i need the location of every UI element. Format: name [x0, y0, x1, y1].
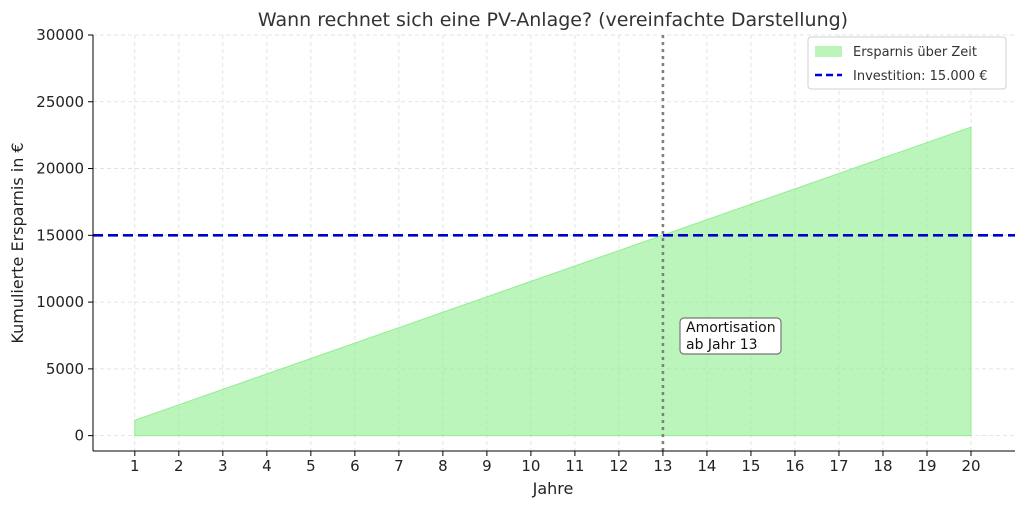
legend-entry-investment: Investition: 15.000 € — [853, 69, 988, 84]
y-tick-label-10000: 10000 — [36, 293, 84, 311]
y-tick-label-0: 0 — [74, 427, 84, 445]
x-tick-label-19: 19 — [917, 457, 936, 475]
area-layer — [134, 126, 972, 437]
y-tick-label-15000: 15000 — [36, 226, 84, 244]
reference-lines — [93, 35, 1015, 451]
x-tick-label-3: 3 — [218, 457, 228, 475]
x-tick-label-10: 10 — [521, 457, 540, 475]
x-tick-label-12: 12 — [609, 457, 628, 475]
chart-title: Wann rechnet sich eine PV-Anlage? (verei… — [258, 9, 848, 31]
x-tick-label-4: 4 — [262, 457, 272, 475]
y-tick-label-30000: 30000 — [36, 26, 84, 44]
y-tick-label-5000: 5000 — [46, 360, 84, 378]
legend-box — [807, 36, 1007, 90]
x-tick-label-7: 7 — [394, 457, 404, 475]
legend-entry-savings: Ersparnis über Zeit — [853, 45, 977, 60]
y-tick-label-25000: 25000 — [36, 93, 84, 111]
x-tick-label-16: 16 — [785, 457, 804, 475]
y-axis-label: Kumulierte Ersparnis in € — [8, 142, 27, 343]
x-tick-label-1: 1 — [130, 457, 140, 475]
legend-swatch-savings — [815, 46, 842, 57]
amortisation-annotation: Amortisation ab Jahr 13 — [679, 317, 782, 355]
x-axis-label: Jahre — [532, 479, 574, 498]
axes: 1 2 3 4 5 6 7 8 9 10 11 12 13 14 15 16 17 18 19 20050001000… — [36, 26, 1015, 475]
x-tick-label-8: 8 — [438, 457, 448, 475]
x-tick-label-20: 20 — [961, 457, 980, 475]
x-tick-label-6: 6 — [350, 457, 360, 475]
x-tick-label-11: 11 — [565, 457, 584, 475]
annotation-line-1: Amortisation — [686, 320, 776, 336]
x-tick-label-9: 9 — [482, 457, 492, 475]
annotation-box — [679, 317, 782, 355]
annotation-line-2: ab Jahr 13 — [686, 337, 758, 353]
x-tick-label-5: 5 — [306, 457, 316, 475]
x-tick-label-13: 13 — [653, 457, 672, 475]
legend: Ersparnis über Zeit Investition: 15.000 … — [807, 36, 1007, 90]
x-tick-label-15: 15 — [741, 457, 760, 475]
x-tick-label-17: 17 — [829, 457, 848, 475]
x-tick-label-14: 14 — [697, 457, 716, 475]
x-tick-label-18: 18 — [873, 457, 892, 475]
y-tick-label-20000: 20000 — [36, 160, 84, 178]
area-series-0 — [134, 126, 972, 437]
x-tick-label-2: 2 — [174, 457, 184, 475]
